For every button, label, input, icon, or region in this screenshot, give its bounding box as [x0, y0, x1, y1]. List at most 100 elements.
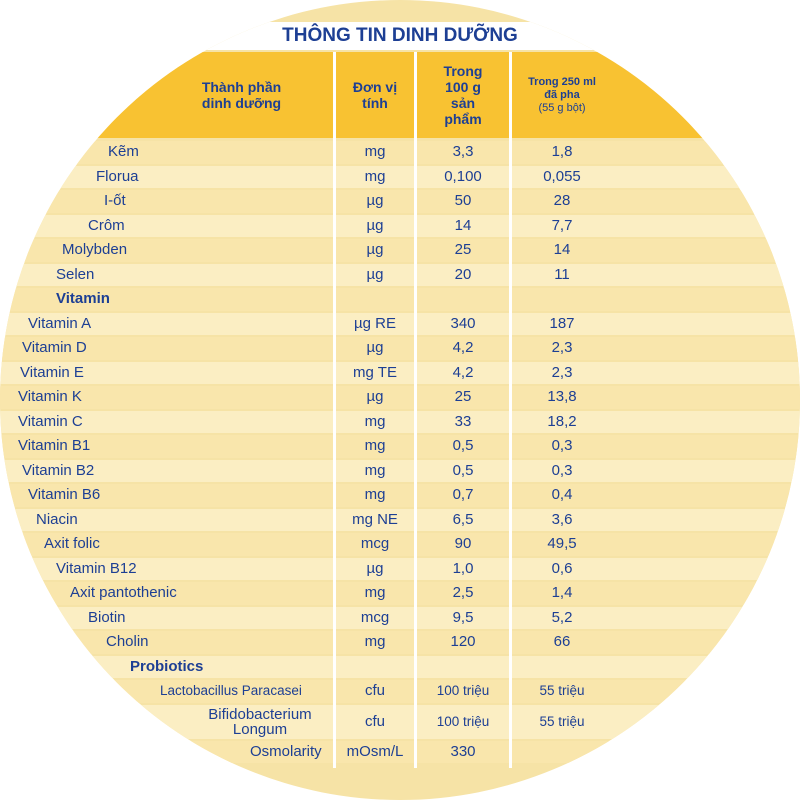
value-per-100g: 330 [450, 742, 476, 760]
nutrient-name: Vitamin B2 [22, 461, 95, 479]
nutrient-name: Vitamin K [18, 388, 82, 405]
table-row: Vitamin D µg 4,2 2,3 [0, 337, 800, 360]
nutrient-unit [336, 656, 414, 679]
nutrient-unit: mcg [360, 608, 390, 626]
value-per-100g: 340 [450, 314, 476, 332]
column-divider [333, 52, 336, 768]
value-per-100g: 14 [454, 216, 472, 234]
nutrient-unit: mg [364, 412, 386, 430]
nutrient-name: Lactobacillus Paracasei [160, 683, 302, 698]
value-per-100g: 100 triệu [436, 683, 490, 698]
nutrient-name: Crôm [88, 216, 125, 234]
nutrient-unit: µg [366, 339, 384, 356]
table-row: Biotin mcg 9,5 5,2 [0, 606, 800, 629]
nutrient-unit: mg [364, 486, 386, 503]
value-per-100g: 0,5 [452, 437, 474, 454]
nutrient-name: Vitamin E [20, 363, 84, 381]
value-per-250ml: 0,055 [543, 167, 581, 185]
column-divider [509, 52, 512, 768]
nutrient-unit: mg [364, 143, 386, 160]
nutrient-unit: mOsm/L [346, 742, 404, 760]
nutrient-name: Axit pantothenic [70, 584, 177, 601]
table-row: Lactobacillus Paracasei cfu 100 triệu 55 tr… [0, 680, 800, 703]
value-per-250ml: 2,3 [551, 363, 573, 381]
nutrient-unit: µg RE [354, 314, 396, 332]
value-per-100g: 120 [450, 633, 476, 650]
table-row: Niacin mg NE 6,5 3,6 [0, 508, 800, 531]
table-row: Cholin mg 120 66 [0, 631, 800, 654]
nutrient-unit: mg [364, 633, 386, 650]
nutrient-unit: mg [364, 461, 386, 479]
value-per-250ml: 5,2 [551, 608, 573, 626]
header-per100g: Trong 100 g sản phẩm [443, 63, 483, 127]
nutrient-unit: µg [366, 559, 384, 577]
value-per-250ml: 55 triệu [539, 713, 585, 729]
value-per-100g: 0,5 [452, 461, 474, 479]
nutrient-name: Cholin [106, 633, 149, 650]
nutrient-unit: µg [366, 265, 384, 283]
nutrient-unit: cfu [364, 682, 385, 699]
table-row: Vitamin K µg 25 13,8 [0, 386, 800, 409]
value-per-100g: 90 [454, 535, 472, 552]
value-per-250ml: 1,8 [551, 143, 573, 160]
value-per-250ml: 187 [549, 314, 575, 332]
value-per-100g: 25 [454, 241, 472, 258]
value-per-250ml: 2,3 [551, 339, 573, 356]
column-divider [414, 52, 417, 768]
nutrient-name: Kẽm [108, 143, 139, 160]
table-row: Osmolarity mOsm/L 330 [0, 740, 800, 764]
table-row: Vitamin B6 mg 0,7 0,4 [0, 484, 800, 507]
value-per-250ml: 3,6 [551, 510, 573, 528]
table-row: Bifidobacterium Longum cfu 100 triệu 55 tri… [0, 704, 800, 739]
nutrient-name: Niacin [36, 510, 78, 528]
nutrient-unit: µg [366, 388, 384, 405]
nutrient-unit: mg [364, 167, 386, 185]
nutrient-unit: mg [364, 437, 386, 454]
nutrient-name: Probiotics [130, 657, 204, 675]
value-per-250ml: 13,8 [547, 388, 577, 405]
table-header: Thành phần dinh dưỡng Đơn vị tính Trong … [0, 52, 800, 138]
nutrient-name: Vitamin B12 [56, 559, 137, 577]
value-per-100g: 4,2 [452, 339, 474, 356]
table-row: Kẽm mg 3,3 1,8 [0, 141, 800, 164]
value-per-250ml: 49,5 [547, 535, 577, 552]
table-row: I-ốt µg 50 28 [0, 190, 800, 213]
value-per-250ml: 28 [553, 192, 571, 209]
value-per-250ml: 1,4 [551, 584, 573, 601]
header-per250ml-label: Trong 250 ml đã pha [528, 75, 596, 101]
nutrition-table-body: Kẽm mg 3,3 1,8 Florua mg 0,100 0,055 I-ốt µg 50 28 C… [0, 141, 800, 765]
value-per-250ml: 0,3 [551, 461, 573, 479]
table-row: Vitamin C mg 33 18,2 [0, 410, 800, 433]
value-per-250ml: 0,3 [551, 437, 573, 454]
nutrient-name: Vitamin B1 [18, 437, 91, 454]
value-per-250ml: 0,6 [551, 559, 573, 577]
value-per-100g: 2,5 [452, 584, 474, 601]
table-row: Axit pantothenic mg 2,5 1,4 [0, 582, 800, 605]
table-row: Molybden µg 25 14 [0, 239, 800, 262]
value-per-250ml: 66 [553, 633, 571, 650]
value-per-100g [417, 656, 509, 679]
header-per250ml-sub: (55 g bột) [538, 101, 586, 114]
table-row: Vitamin B12 µg 1,0 0,6 [0, 557, 800, 580]
value-per-250ml: 0,4 [551, 486, 573, 503]
value-per-100g [417, 288, 509, 311]
value-per-100g: 0,7 [452, 486, 474, 503]
table-row: Vitamin B2 mg 0,5 0,3 [0, 459, 800, 482]
nutrient-unit: mcg [360, 535, 390, 552]
header-component: Thành phần dinh dưỡng [201, 79, 282, 111]
table-row: Vitamin E mg TE 4,2 2,3 [0, 361, 800, 384]
value-per-250ml: 11 [554, 265, 570, 283]
nutrient-name: Vitamin [56, 290, 110, 307]
nutrient-name: Vitamin A [28, 314, 92, 332]
nutrient-unit: mg TE [353, 363, 397, 381]
nutrient-name: Vitamin D [22, 339, 87, 356]
nutrient-name: Florua [96, 167, 139, 185]
value-per-250ml: 18,2 [547, 412, 577, 430]
table-row: Probiotics [0, 655, 800, 679]
nutrient-unit: µg [366, 216, 384, 234]
nutrient-unit: µg [366, 192, 384, 209]
value-per-250ml [512, 741, 612, 764]
value-per-100g: 3,3 [452, 143, 474, 160]
panel-title: THÔNG TIN DINH DƯỠNG [0, 22, 800, 50]
